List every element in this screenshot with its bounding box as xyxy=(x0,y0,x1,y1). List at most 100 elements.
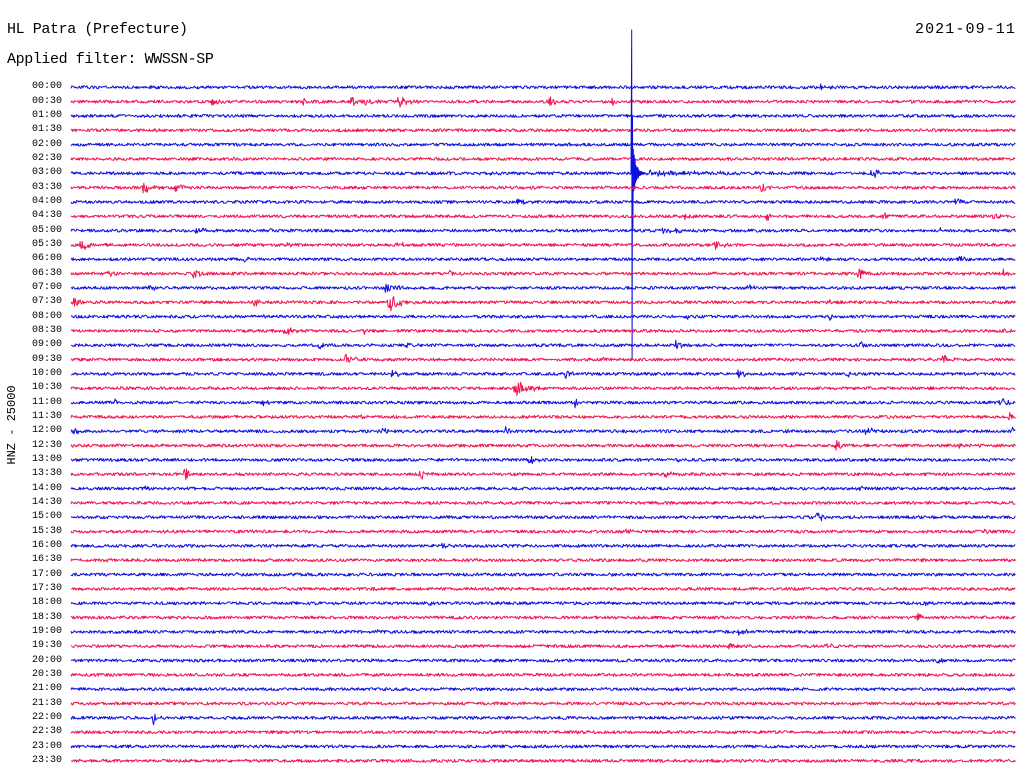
trace-1400 xyxy=(70,485,1016,492)
row-label-0100: 01:00 xyxy=(31,110,62,121)
station-title: HL Patra (Prefecture) xyxy=(7,21,188,38)
trace-1900 xyxy=(70,628,1016,636)
row-label-0930: 09:30 xyxy=(31,353,62,365)
row-label-2000: 20:00 xyxy=(31,654,62,666)
row-label-0900: 09:00 xyxy=(31,339,62,351)
trace-1600 xyxy=(70,542,1016,549)
row-label-0230: 02:30 xyxy=(31,152,62,164)
trace-0430 xyxy=(70,212,1016,221)
row-label-1800: 18:00 xyxy=(31,597,62,609)
row-label-0200: 02:00 xyxy=(31,138,62,150)
plot-date: 2021-09-11 xyxy=(914,21,1016,38)
row-label-1230: 12:30 xyxy=(31,439,62,451)
row-label-2100: 21:00 xyxy=(31,683,62,695)
row-label-2300: 23:00 xyxy=(31,740,62,752)
trace-2330 xyxy=(70,758,1016,763)
row-label-1030: 10:30 xyxy=(31,382,62,394)
row-label-0630: 06:30 xyxy=(31,267,62,279)
trace-0630 xyxy=(70,268,1016,279)
trace-0800 xyxy=(70,314,1016,321)
row-label-2330: 23:30 xyxy=(31,754,62,766)
row-label-column: 00:00 00:30 01:00 01:30 02:00 02:30 03:00 03:30… xyxy=(0,0,64,780)
trace-1630 xyxy=(70,558,1016,563)
trace-1000 xyxy=(70,369,1016,379)
trace-0200 xyxy=(70,142,1016,147)
trace-1130 xyxy=(70,412,1016,421)
row-label-0430: 04:30 xyxy=(31,210,62,222)
row-label-1130: 11:30 xyxy=(31,410,62,422)
trace-1800 xyxy=(70,601,1016,607)
filter-label: Applied filter: WWSSN-SP xyxy=(7,51,214,68)
trace-0230 xyxy=(70,157,1016,161)
trace-0900 xyxy=(70,339,1016,350)
trace-1500 xyxy=(70,512,1016,522)
row-label-1430: 14:30 xyxy=(31,496,62,508)
trace-1230 xyxy=(70,440,1016,451)
trace-2230 xyxy=(70,730,1016,735)
trace-0330 xyxy=(70,182,1016,194)
row-label-1930: 19:30 xyxy=(31,640,62,652)
row-label-0600: 06:00 xyxy=(31,253,62,265)
row-label-1500: 15:00 xyxy=(31,511,62,523)
row-label-1630: 16:30 xyxy=(31,554,62,566)
row-label-2130: 21:30 xyxy=(31,697,62,709)
row-label-2230: 22:30 xyxy=(31,726,62,738)
row-label-1100: 11:00 xyxy=(31,396,62,408)
row-label-0500: 05:00 xyxy=(31,224,62,236)
row-label-1730: 17:30 xyxy=(31,582,62,594)
row-label-1200: 12:00 xyxy=(31,425,62,437)
trace-0700 xyxy=(70,283,1016,293)
trace-0530 xyxy=(70,240,1016,250)
trace-2200 xyxy=(70,713,1016,726)
row-label-1530: 15:30 xyxy=(31,525,62,537)
trace-0600 xyxy=(70,256,1016,263)
trace-0000 xyxy=(70,83,1016,91)
trace-1300 xyxy=(70,456,1016,465)
row-label-1900: 19:00 xyxy=(31,625,62,637)
trace-0130 xyxy=(70,128,1016,133)
trace-1030 xyxy=(70,381,1016,396)
trace-1100 xyxy=(70,398,1016,409)
trace-0830 xyxy=(70,327,1016,336)
trace-0400 xyxy=(70,198,1016,205)
row-label-0530: 05:30 xyxy=(31,238,62,250)
row-label-2030: 20:30 xyxy=(31,668,62,680)
trace-2000 xyxy=(70,657,1016,664)
row-label-1830: 18:30 xyxy=(31,611,62,623)
trace-1200 xyxy=(70,426,1016,435)
trace-2030 xyxy=(70,672,1016,677)
row-label-0400: 04:00 xyxy=(31,195,62,207)
row-label-0830: 08:30 xyxy=(31,324,62,336)
row-label-0030: 00:30 xyxy=(31,95,62,107)
trace-2100 xyxy=(70,687,1016,692)
row-label-0130: 01:30 xyxy=(31,124,62,136)
row-label-1400: 14:00 xyxy=(31,482,62,494)
row-label-1700: 17:00 xyxy=(31,568,62,580)
row-label-0000: 00:00 xyxy=(31,81,62,93)
row-label-1300: 13:00 xyxy=(31,453,62,465)
trace-1700 xyxy=(70,572,1016,577)
row-label-0730: 07:30 xyxy=(31,296,62,308)
row-label-0300: 03:00 xyxy=(31,167,62,179)
row-label-0330: 03:30 xyxy=(31,181,62,193)
row-label-1330: 13:30 xyxy=(31,468,62,480)
trace-1530 xyxy=(70,528,1016,535)
row-label-2200: 22:00 xyxy=(31,711,62,723)
row-label-1600: 16:00 xyxy=(31,539,62,551)
row-label-0700: 07:00 xyxy=(31,281,62,293)
trace-0030 xyxy=(70,96,1016,108)
trace-0930 xyxy=(70,353,1016,363)
trace-0300 xyxy=(70,29,1016,361)
trace-1430 xyxy=(70,500,1016,505)
trace-0500 xyxy=(70,227,1016,235)
trace-1930 xyxy=(70,643,1016,650)
trace-2130 xyxy=(70,701,1016,706)
row-label-0800: 08:00 xyxy=(31,310,62,322)
trace-1830 xyxy=(70,612,1016,621)
trace-1330 xyxy=(70,468,1016,481)
trace-0100 xyxy=(70,114,1016,118)
row-label-1000: 10:00 xyxy=(31,367,62,379)
trace-1730 xyxy=(71,586,1016,592)
trace-2300 xyxy=(70,744,1016,749)
